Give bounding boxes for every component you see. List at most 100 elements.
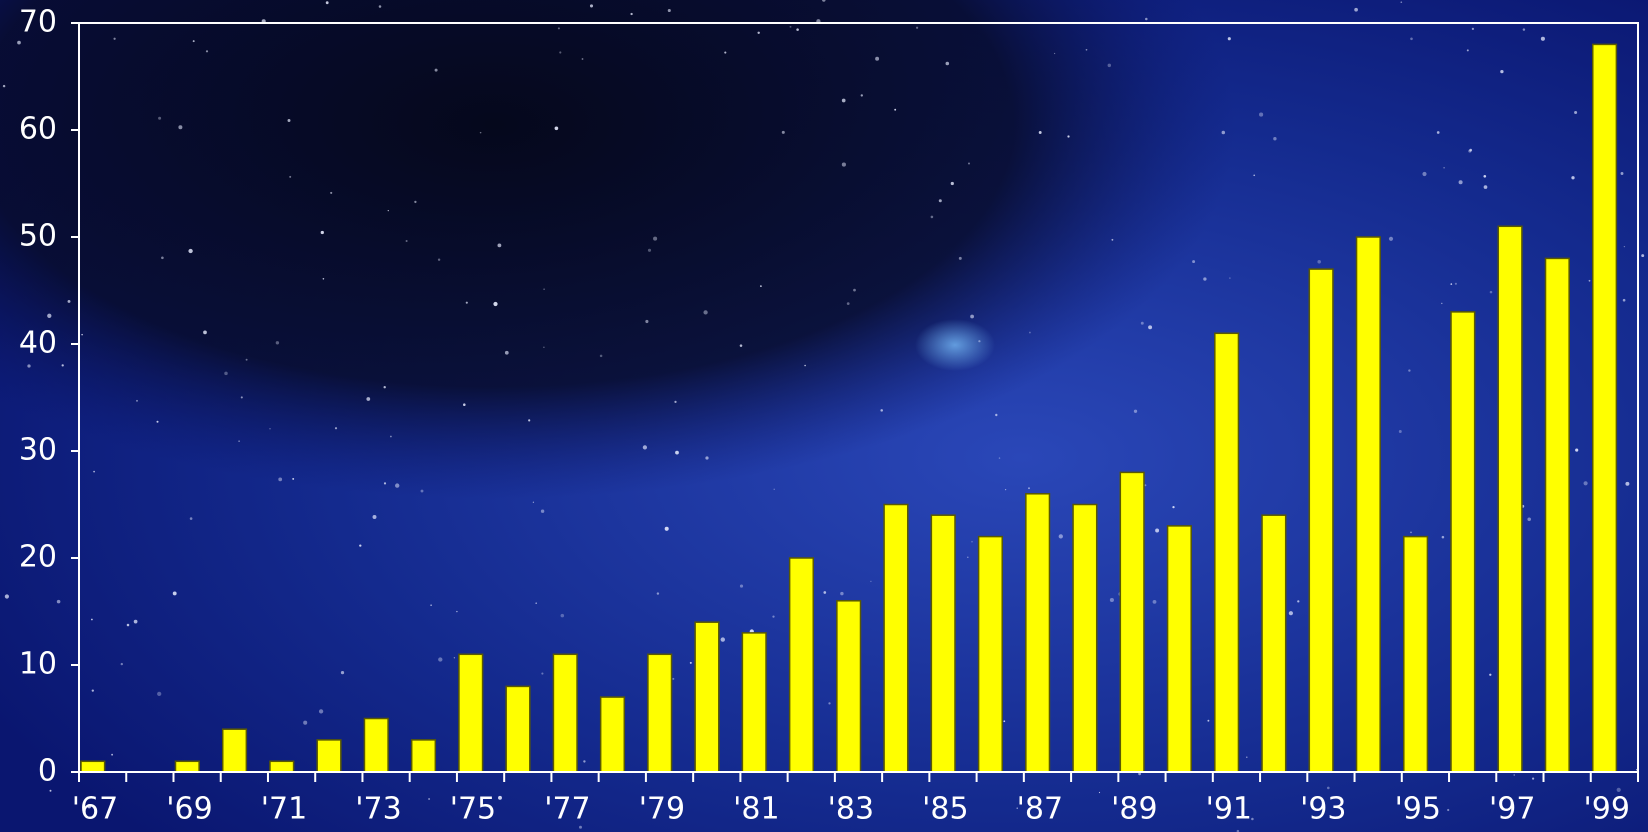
star xyxy=(395,483,400,488)
star xyxy=(1152,600,1157,604)
bar xyxy=(1308,268,1334,773)
star xyxy=(1436,131,1440,134)
star xyxy=(970,314,974,319)
star xyxy=(1227,37,1231,41)
star xyxy=(672,677,675,680)
star xyxy=(705,456,709,460)
plot: 0 10 20 30 40 50 60 70 '67 '69 '71 '73 '75 '77 '79 '81 '… xyxy=(19,5,1639,827)
star xyxy=(390,435,392,438)
star xyxy=(757,31,760,35)
star xyxy=(383,482,387,485)
star xyxy=(189,517,193,520)
star xyxy=(17,40,21,45)
y-tick-label: 20 xyxy=(19,540,57,575)
star xyxy=(1016,807,1018,809)
bar xyxy=(883,503,909,773)
star xyxy=(1540,36,1545,41)
star xyxy=(1466,49,1469,52)
star xyxy=(1575,448,1579,452)
bar xyxy=(1592,43,1618,773)
star xyxy=(930,215,934,219)
x-tick-label: '67 xyxy=(72,792,118,827)
star xyxy=(841,162,846,167)
star xyxy=(322,278,325,280)
star xyxy=(1443,166,1445,169)
star xyxy=(240,396,243,399)
star xyxy=(1288,611,1293,616)
star xyxy=(720,637,725,642)
bar xyxy=(1544,257,1570,773)
star xyxy=(528,419,531,422)
star xyxy=(81,333,83,336)
star xyxy=(822,0,826,2)
star xyxy=(504,350,509,355)
star xyxy=(1354,7,1358,12)
bar xyxy=(458,653,484,773)
star xyxy=(880,409,883,412)
bar xyxy=(836,600,862,773)
star xyxy=(1326,786,1330,790)
bar xyxy=(1450,311,1476,773)
bar xyxy=(1403,535,1429,773)
star xyxy=(950,181,954,186)
star xyxy=(1571,176,1575,180)
star xyxy=(188,248,193,254)
star xyxy=(238,440,240,442)
star xyxy=(1422,171,1427,177)
star xyxy=(1489,673,1492,676)
bar xyxy=(694,621,720,773)
star xyxy=(289,175,292,178)
star xyxy=(739,344,743,347)
star xyxy=(383,386,386,389)
x-tick-label: '87 xyxy=(1017,792,1063,827)
star xyxy=(860,94,863,97)
star xyxy=(583,760,586,763)
star xyxy=(642,445,648,450)
star xyxy=(647,248,652,252)
star xyxy=(245,358,248,361)
star xyxy=(1616,787,1621,792)
star xyxy=(1483,174,1487,178)
star xyxy=(958,256,962,260)
star xyxy=(1620,172,1624,175)
star xyxy=(532,501,535,503)
star xyxy=(366,397,371,401)
star xyxy=(1588,279,1591,282)
star xyxy=(543,346,545,349)
star xyxy=(841,98,846,103)
star xyxy=(1273,137,1277,141)
star xyxy=(47,313,52,318)
star xyxy=(789,25,792,28)
star xyxy=(1489,290,1493,294)
y-tick-label: 60 xyxy=(19,112,57,147)
star xyxy=(664,526,669,531)
bar xyxy=(221,728,248,773)
bar xyxy=(1261,514,1287,773)
star xyxy=(318,709,324,714)
star xyxy=(1229,277,1231,279)
star xyxy=(479,131,482,134)
star xyxy=(1192,260,1196,264)
star xyxy=(1253,174,1256,177)
star xyxy=(1236,829,1240,832)
star xyxy=(126,623,130,627)
star xyxy=(67,299,71,303)
star xyxy=(853,288,856,292)
star xyxy=(1246,756,1248,758)
star xyxy=(463,403,466,406)
star xyxy=(1259,112,1264,117)
star xyxy=(498,795,502,800)
x-tick-label: '73 xyxy=(355,792,401,827)
star xyxy=(675,450,679,455)
star xyxy=(1623,245,1626,248)
star xyxy=(205,50,209,53)
star xyxy=(203,330,207,335)
bar xyxy=(410,739,437,773)
star xyxy=(269,428,271,430)
star xyxy=(1058,534,1063,539)
star xyxy=(387,209,389,212)
star xyxy=(292,477,295,480)
star xyxy=(340,670,345,675)
